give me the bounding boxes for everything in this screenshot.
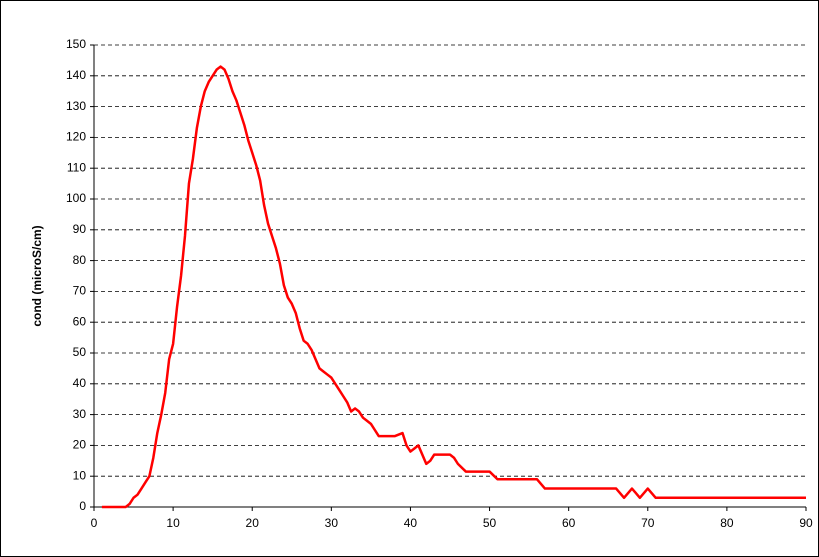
y-tick-label: 150 (66, 37, 86, 51)
y-tick-label: 90 (73, 222, 87, 236)
y-tick-label: 140 (66, 68, 86, 82)
x-tick-label: 90 (799, 516, 813, 530)
y-tick-label: 40 (73, 376, 87, 390)
y-tick-label: 130 (66, 99, 86, 113)
y-tick-label: 50 (73, 345, 87, 359)
x-tick-label: 30 (325, 516, 339, 530)
y-tick-label: 10 (73, 468, 87, 482)
y-tick-label: 70 (73, 284, 87, 298)
x-tick-label: 60 (562, 516, 576, 530)
y-tick-label: 0 (79, 499, 86, 513)
y-tick-label: 120 (66, 130, 86, 144)
y-tick-label: 80 (73, 253, 87, 267)
x-tick-label: 70 (641, 516, 655, 530)
y-axis-label: cond (microS/cm) (30, 225, 44, 326)
x-tick-label: 50 (483, 516, 497, 530)
y-tick-label: 60 (73, 314, 87, 328)
y-tick-label: 20 (73, 438, 87, 452)
y-tick-label: 110 (67, 160, 86, 174)
x-tick-label: 80 (720, 516, 734, 530)
x-tick-label: 40 (404, 516, 418, 530)
x-tick-label: 20 (246, 516, 260, 530)
x-tick-label: 0 (91, 516, 98, 530)
y-tick-label: 100 (66, 191, 86, 205)
x-tick-label: 10 (166, 516, 180, 530)
y-tick-label: 30 (73, 407, 87, 421)
data-line (101, 65, 806, 509)
